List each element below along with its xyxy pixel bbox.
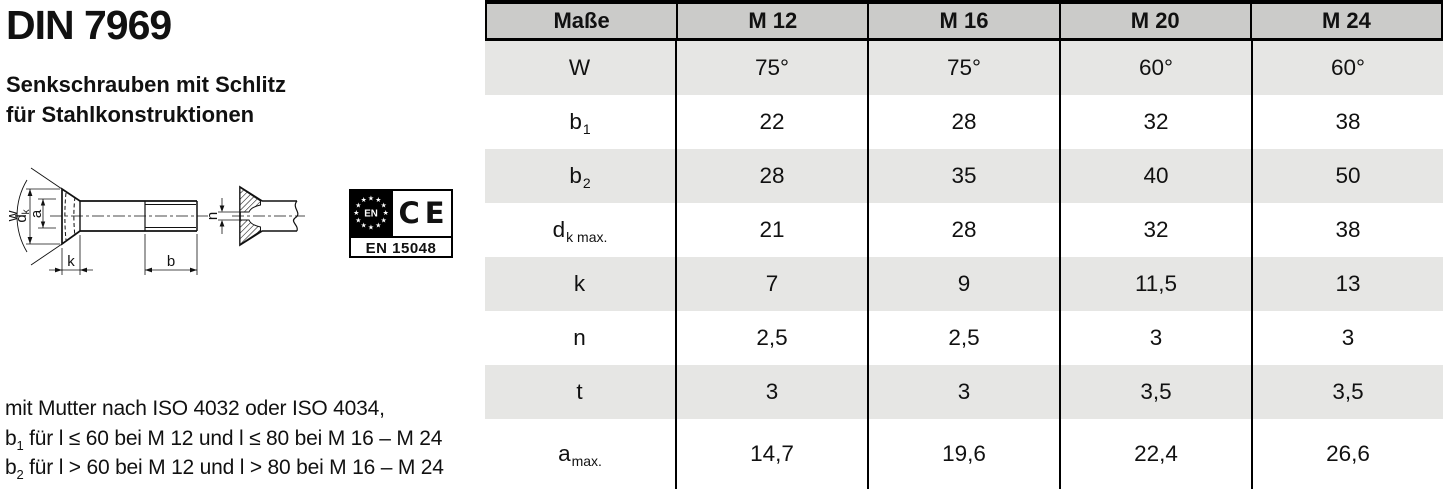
- screw-section-view: [218, 185, 305, 247]
- table-cell: 28: [867, 202, 1059, 257]
- table-cell: 2,5: [675, 310, 867, 365]
- table-cell: 40: [1059, 148, 1251, 203]
- table-cell: 22: [675, 94, 867, 149]
- table-cell: 3: [1251, 310, 1443, 365]
- table-cell: 21: [675, 202, 867, 257]
- svg-text:★: ★: [375, 196, 381, 204]
- table-cell: 38: [1251, 94, 1443, 149]
- svg-text:★: ★: [368, 224, 374, 232]
- row-label: a max.: [558, 440, 602, 469]
- table-cell: 9: [867, 256, 1059, 311]
- row-label: n: [573, 324, 586, 350]
- page-title: DIN 7969: [6, 2, 172, 48]
- dim-label-a: a: [28, 209, 45, 218]
- dimension-n: [219, 198, 225, 234]
- ce-mark: ★ ★ ★ ★ ★ ★ ★ ★ ★ ★ ★ ★ EN CE EN 15048: [349, 189, 453, 258]
- table-cell: 28: [867, 94, 1059, 149]
- table-cell: 75°: [867, 41, 1059, 95]
- table-cell: 19,6: [867, 418, 1059, 489]
- svg-text:★: ★: [355, 202, 361, 210]
- table-cell: 14,7: [675, 418, 867, 489]
- table-cell: 7: [675, 256, 867, 311]
- svg-text:★: ★: [353, 209, 359, 217]
- table-cell: 3: [1059, 310, 1251, 365]
- screw-side-view: [16, 167, 208, 266]
- subtitle-line-2: für Stahlkonstruktionen: [6, 102, 255, 127]
- note-line-2: b1 für l ≤ 60 bei M 12 und l ≤ 80 bei M …: [5, 426, 443, 453]
- note-line-1: mit Mutter nach ISO 4032 oder ISO 4034,: [5, 397, 385, 420]
- table-header-row: Maße M 12 M 16 M 20 M 24: [485, 0, 1443, 41]
- table-cell: 26,6: [1251, 418, 1443, 489]
- svg-text:★: ★: [361, 196, 367, 204]
- eu-stars-box: ★ ★ ★ ★ ★ ★ ★ ★ ★ ★ ★ ★ EN: [351, 191, 393, 236]
- table-cell: 32: [1059, 94, 1251, 149]
- table-cell: 35: [867, 148, 1059, 203]
- header-cell-m12: M 12: [676, 4, 867, 38]
- dim-label-n: n: [204, 212, 221, 220]
- svg-text:★: ★: [368, 194, 374, 202]
- header-cell-m16: M 16: [867, 4, 1058, 38]
- table-cell: 13: [1251, 256, 1443, 311]
- table-cell: 3,5: [1251, 364, 1443, 419]
- footnotes: mit Mutter nach ISO 4032 oder ISO 4034, …: [5, 394, 444, 483]
- subtitle-line-1: Senkschrauben mit Schlitz: [6, 72, 286, 97]
- header-cell-masse: Maße: [553, 8, 610, 33]
- table-cell: 60°: [1251, 41, 1443, 95]
- table-row-t: t 3 3 3,5 3,5: [485, 364, 1443, 419]
- table-cell: 3: [867, 364, 1059, 419]
- page-subtitle: Senkschrauben mit Schlitz für Stahlkonst…: [6, 70, 286, 130]
- table-cell: 60°: [1059, 41, 1251, 95]
- drawing-labels: w dk a k b n: [4, 208, 221, 270]
- table-cell: 32: [1059, 202, 1251, 257]
- ce-standard-label: EN 15048: [365, 239, 437, 257]
- table-cell: 11,5: [1059, 256, 1251, 311]
- ce-letters: CE: [398, 196, 450, 230]
- table-row-w: W 75° 75° 60° 60°: [485, 41, 1443, 95]
- left-panel: DIN 7969 Senkschrauben mit Schlitz für S…: [0, 0, 485, 489]
- dimension-table: Maße M 12 M 16 M 20 M 24 W 75° 75° 60° 6…: [485, 0, 1443, 489]
- en-logo-label: EN: [364, 208, 378, 219]
- header-cell-m24: M 24: [1249, 4, 1441, 38]
- svg-text:★: ★: [361, 222, 367, 230]
- table-cell: 38: [1251, 202, 1443, 257]
- table-cell: 28: [675, 148, 867, 203]
- row-label: W: [568, 54, 591, 80]
- eu-stars-icon: ★ ★★ ★★★ ★★★ ★★★ EN: [353, 194, 389, 232]
- table-cell: 50: [1251, 148, 1443, 203]
- technical-drawing: w dk a k b n: [4, 167, 305, 275]
- ce-mark-top: ★ ★ ★ ★ ★ ★ ★ ★ ★ ★ ★ ★ EN CE: [351, 191, 451, 238]
- table-row-k: k 7 9 11,5 13: [485, 256, 1443, 311]
- svg-text:★: ★: [381, 202, 387, 210]
- dim-label-w: w: [4, 210, 21, 222]
- dim-label-dk: dk: [13, 208, 32, 222]
- table-cell: 2,5: [867, 310, 1059, 365]
- table-cell: 3: [675, 364, 867, 419]
- table-cell: 75°: [675, 41, 867, 95]
- table-row-n: n 2,5 2,5 3 3: [485, 310, 1443, 365]
- row-label: k: [573, 270, 586, 296]
- svg-text:★: ★: [375, 222, 381, 230]
- row-label: t: [576, 378, 583, 404]
- table-cell: 3,5: [1059, 364, 1251, 419]
- table-cell: 22,4: [1059, 418, 1251, 489]
- dim-label-k: k: [67, 253, 75, 270]
- svg-text:★: ★: [355, 216, 361, 224]
- dim-label-b: b: [167, 253, 175, 270]
- note-line-3: b2 für l > 60 bei M 12 und l > 80 bei M …: [5, 456, 444, 483]
- header-cell-m20: M 20: [1058, 4, 1250, 38]
- svg-text:★: ★: [381, 216, 387, 224]
- table-row-amax: a max. 14,7 19,6 22,4 26,6: [485, 418, 1443, 489]
- dimension-lines: [26, 188, 198, 275]
- svg-text:★: ★: [383, 209, 389, 217]
